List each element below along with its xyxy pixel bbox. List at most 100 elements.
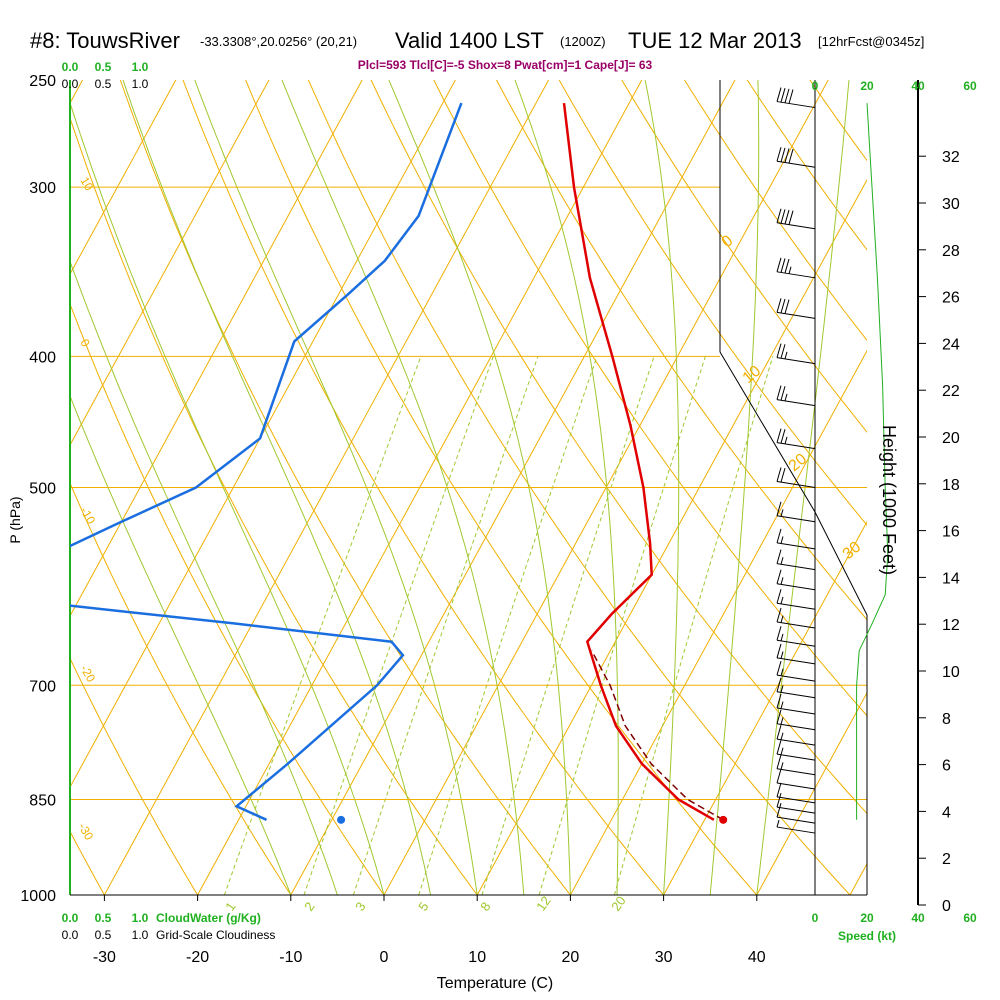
wind-barb [776, 549, 816, 571]
barb-half-feather [784, 393, 788, 402]
speed-tick-label-top: 40 [911, 79, 925, 93]
moist-adiabat-label: 0 [719, 232, 737, 251]
barb-staff [776, 222, 816, 230]
zulu-time: (1200Z) [560, 34, 606, 49]
mixing-ratio-line [613, 356, 774, 895]
barb-staff [776, 707, 816, 715]
height-axis-label: Height (1000 Feet) [879, 425, 899, 575]
cloudiness-scale-top: 0.5 [95, 77, 112, 91]
isotherm-line [70, 80, 270, 447]
barb-feather [780, 209, 786, 224]
barb-feather [776, 782, 782, 798]
station-coords: -33.3308°,20.0256° (20,21) [200, 34, 358, 49]
barb-staff [776, 621, 816, 629]
valid-time: Valid 1400 LST [395, 28, 544, 53]
dry-adiabat-line [119, 80, 572, 895]
barb-feather [776, 739, 782, 755]
height-tick-label: 22 [942, 383, 960, 400]
barb-half-feather [788, 266, 792, 274]
temperature-tick-label: -30 [93, 949, 116, 966]
barb-feather [776, 792, 782, 808]
mixing-ratio-label: 20 [608, 893, 629, 913]
moist-adiabat-line [122, 80, 432, 895]
barb-feather [776, 626, 782, 641]
wind-barb [776, 768, 816, 790]
barb-feather [780, 298, 786, 314]
moist-adiabat-line [70, 101, 385, 895]
surface-temperature-dot [719, 815, 728, 824]
height-tick-label: 24 [942, 336, 960, 353]
barb-feather [776, 549, 782, 564]
barb-half-feather [780, 651, 784, 659]
barb-feather [776, 208, 782, 223]
pressure-tick-label: 850 [29, 792, 56, 809]
dry-adiabat-line [433, 80, 867, 717]
barb-feather [788, 210, 794, 225]
barb-staff [776, 271, 816, 279]
wind-barb [776, 607, 816, 629]
barb-feather [776, 754, 782, 769]
height-tick-label: 20 [942, 430, 960, 447]
mixing-ratio-label: 8 [477, 899, 493, 914]
speed-tick-label-bottom: 0 [812, 911, 819, 925]
barb-feather [780, 344, 786, 359]
pressure-tick-label: 500 [29, 481, 56, 498]
dry-adiabat-line [245, 80, 758, 895]
barb-staff [776, 753, 816, 761]
dry-adiabat-line [70, 116, 478, 895]
dry-adiabat-line [70, 302, 385, 895]
barb-half-feather [780, 685, 784, 693]
barb-staff [776, 657, 816, 665]
barb-feather [776, 298, 782, 313]
cloudiness-scale-top: 1.0 [132, 77, 149, 91]
dry-adiabat-line [370, 80, 867, 815]
barb-staff [776, 723, 816, 731]
wind-barb [776, 782, 816, 804]
surface-dewpoint-dot [337, 815, 346, 824]
sounding-profiles [70, 102, 728, 824]
pressure-tick-label: 400 [29, 349, 56, 366]
wind-barb [776, 208, 816, 230]
wind-barb [776, 298, 816, 319]
barb-feather [776, 660, 782, 676]
stability-indices: Plcl=593 Tlcl[C]=-5 Shox=8 Pwat[cm]=1 Ca… [357, 58, 653, 72]
dry-adiabat-line [0, 56, 26, 924]
barb-feather [776, 768, 782, 784]
pressure-tick-label: 1000 [20, 888, 56, 905]
station-name: #8: TouwsRiver [30, 28, 180, 53]
height-tick-label: 10 [942, 664, 960, 681]
isotherm-line [756, 691, 867, 895]
moist-adiabat-line [281, 80, 525, 895]
barb-feather [776, 501, 782, 516]
barb-half-feather [780, 633, 784, 642]
wind-barb [776, 792, 816, 814]
barb-feather [780, 386, 786, 401]
temperature-tick-label: -20 [186, 949, 209, 966]
cloudwater-scale-top: 1.0 [132, 60, 149, 74]
barb-feather [776, 257, 782, 272]
wind-barb [776, 569, 816, 591]
isotherm-line [663, 520, 867, 895]
cloudiness-label: Grid-Scale Cloudiness [156, 928, 275, 942]
height-tick-label: 14 [942, 570, 960, 587]
wind-barb [776, 87, 816, 109]
barb-half-feather [784, 436, 788, 445]
y-axis-label: P (hPa) [7, 496, 23, 543]
barb-staff [776, 768, 816, 776]
moist-adiabat-label: 30 [840, 539, 865, 564]
moist-adiabat-line [756, 80, 850, 895]
wind-barb [776, 147, 816, 168]
wind-barb [776, 709, 816, 731]
height-tick-label: 6 [942, 758, 951, 775]
wind-barb [776, 428, 816, 450]
barb-half-feather [776, 819, 780, 828]
barb-staff [776, 639, 816, 647]
x-axis-label: Temperature (C) [437, 975, 553, 992]
barb-staff [776, 481, 816, 488]
barb-feather [788, 149, 794, 164]
barb-feather [776, 709, 782, 724]
barb-feather [776, 693, 782, 709]
barb-feather [776, 428, 782, 443]
pressure-tick-label: 700 [29, 678, 56, 695]
dry-adiabat-line [70, 830, 105, 895]
